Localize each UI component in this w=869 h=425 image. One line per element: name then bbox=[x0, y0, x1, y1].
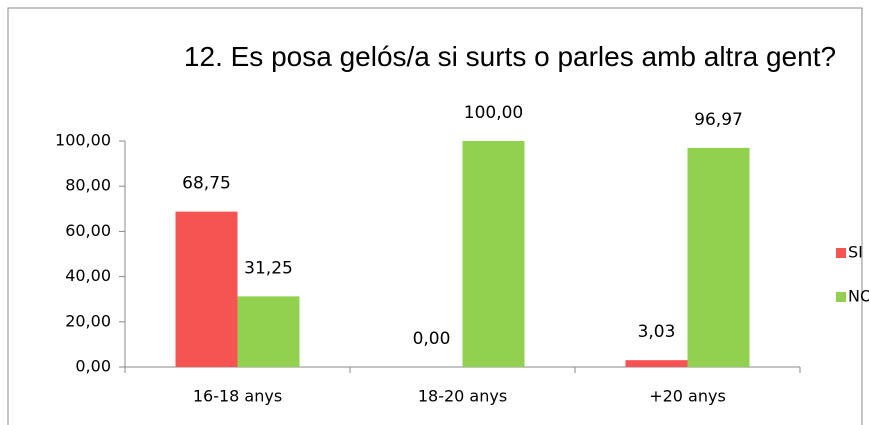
data-label: 0,00 bbox=[413, 329, 451, 349]
bar bbox=[237, 296, 300, 367]
chart-border bbox=[7, 7, 863, 425]
bar bbox=[462, 141, 525, 367]
x-tick-label: 16-18 anys bbox=[193, 387, 282, 406]
legend-label: SI bbox=[848, 243, 863, 262]
bar bbox=[175, 211, 238, 367]
data-label: 3,03 bbox=[638, 322, 676, 342]
y-tick-label: 40,00 bbox=[65, 266, 111, 285]
data-label: 31,25 bbox=[244, 258, 293, 278]
chart-title: 12. Es posa gelós/a si surts o parles am… bbox=[183, 41, 837, 72]
bar bbox=[625, 360, 688, 367]
y-tick-label: 0,00 bbox=[75, 357, 111, 376]
legend-swatch bbox=[836, 292, 846, 302]
data-label: 100,00 bbox=[464, 103, 523, 123]
y-tick-label: 80,00 bbox=[65, 176, 111, 195]
y-tick-label: 20,00 bbox=[65, 311, 111, 330]
y-tick-label: 100,00 bbox=[55, 131, 111, 150]
data-label: 68,75 bbox=[182, 174, 231, 194]
data-label: 96,97 bbox=[694, 110, 743, 130]
x-tick-label: 18-20 anys bbox=[418, 387, 507, 406]
bar bbox=[687, 147, 750, 367]
legend-swatch bbox=[836, 248, 846, 258]
legend-label: NO bbox=[848, 287, 869, 306]
x-tick-label: +20 anys bbox=[649, 387, 726, 406]
y-tick-label: 60,00 bbox=[65, 221, 111, 240]
